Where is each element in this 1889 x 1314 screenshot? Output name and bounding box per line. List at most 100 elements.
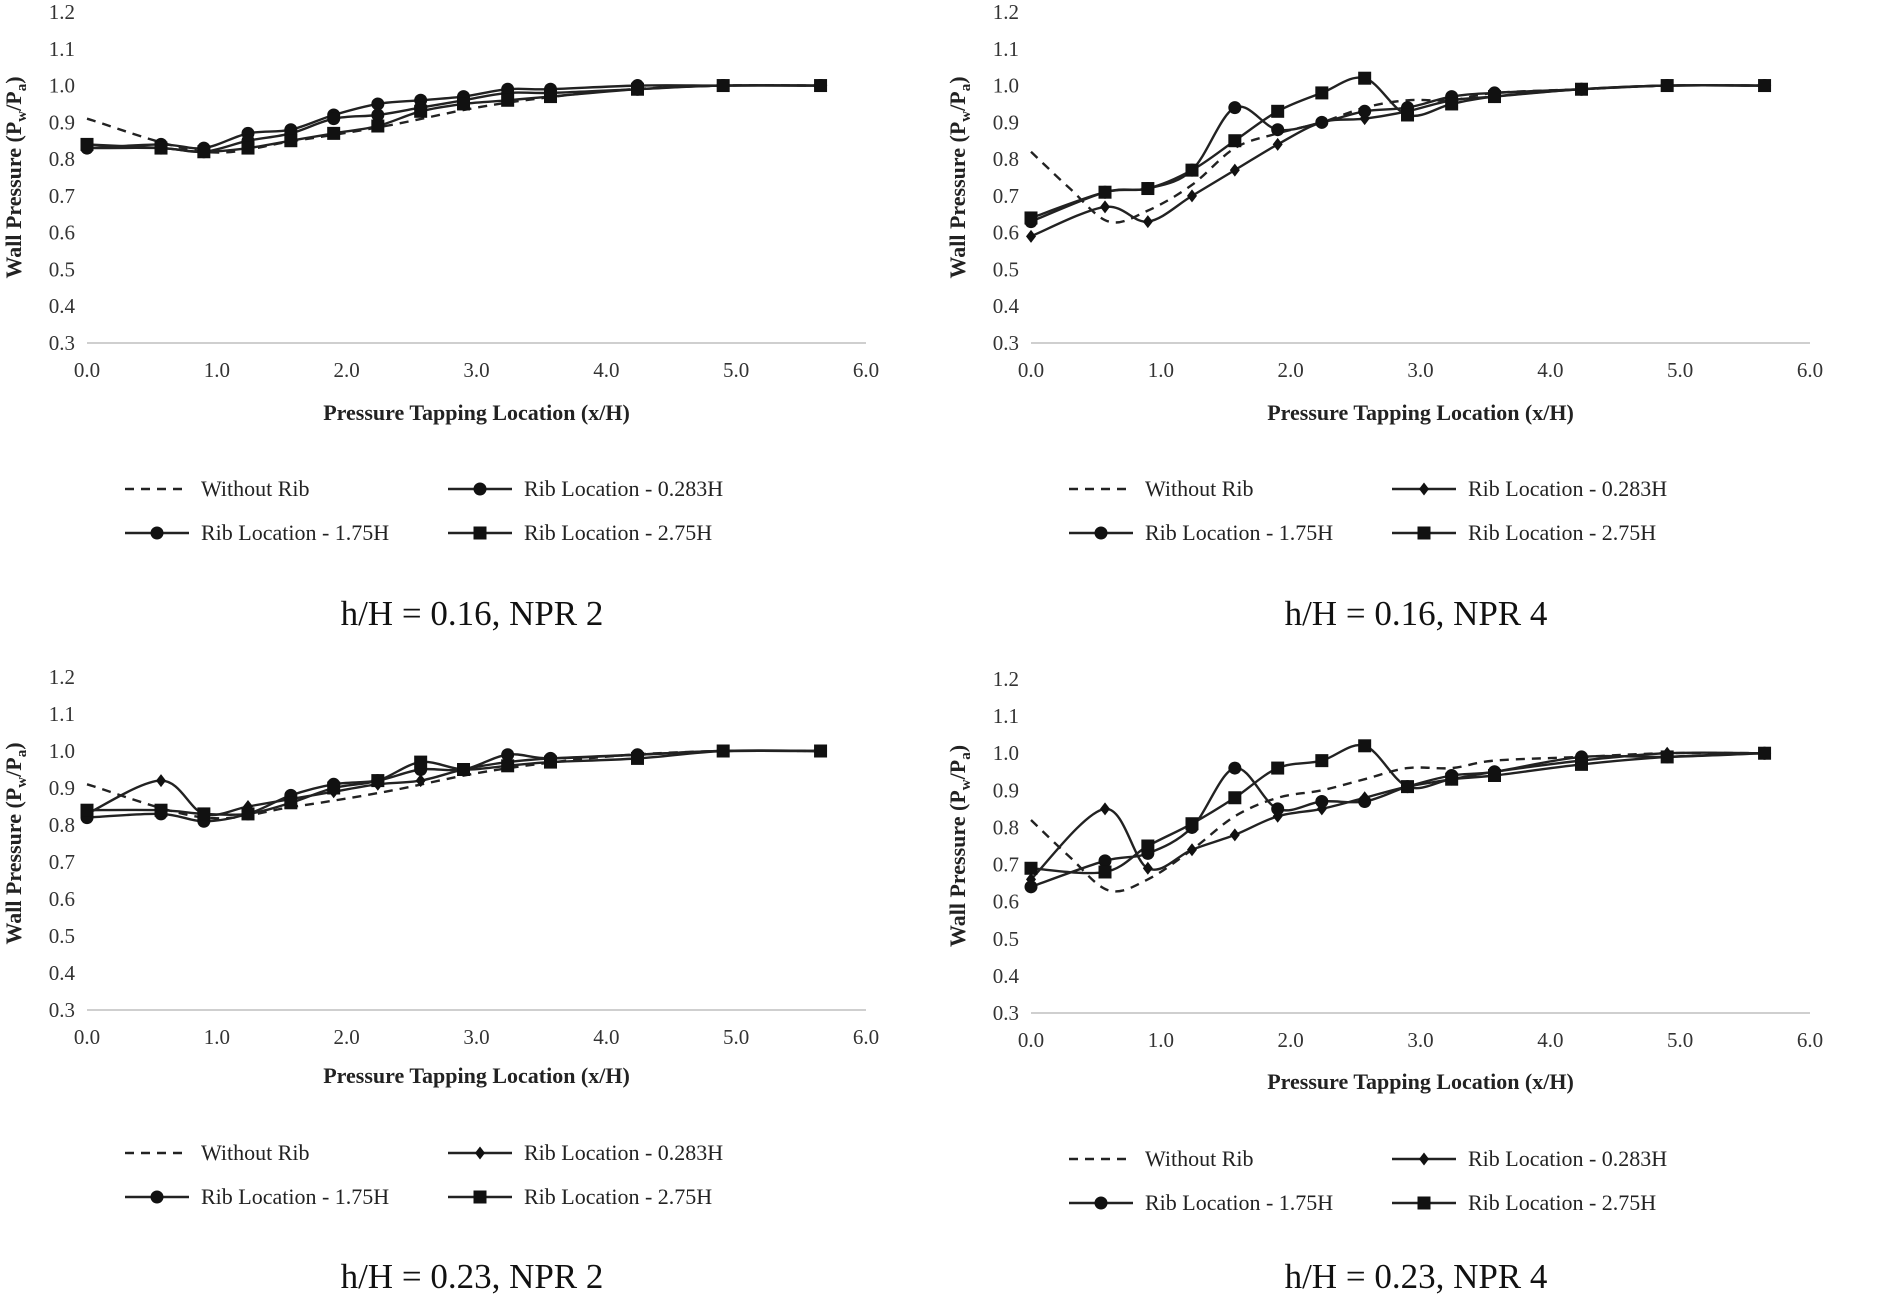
chart-4-point-rib-location-2-75h [1228, 791, 1242, 805]
chart-1-legend-label: Rib Location - 0.283H [524, 476, 723, 501]
chart-2-x-axis-title: Pressure Tapping Location (x/H) [1267, 400, 1574, 425]
chart-2-point-rib-location-0-283h [1026, 229, 1036, 243]
chart-1-y-tick-label: 1.2 [49, 0, 75, 24]
chart-1-point-rib-location-0-283h [371, 97, 385, 111]
chart-2-point-rib-location-0-283h [1142, 215, 1153, 229]
chart-2-point-rib-location-2-75h [1185, 163, 1199, 177]
chart-panel-2: 0.3 0.4 0.5 0.6 0.7 0.8 0.9 1.0 1.1 1.2 0.0 1.0 2.0 3… [944, 0, 1888, 657]
chart-panel-4: 0.3 0.4 0.5 0.6 0.7 0.8 0.9 1.0 1.1 1.2 0.0 1.0 2.0 3… [944, 657, 1888, 1314]
chart-1-x-tick-label: 5.0 [723, 358, 749, 382]
chart-2-line-without-rib [1030, 84, 1765, 224]
chart-3-y-tick-label: 0.6 [49, 887, 75, 911]
chart-4-point-rib-location-1-75h [1358, 794, 1372, 808]
chart-1-x-axis-title: Pressure Tapping Location (x/H) [323, 400, 630, 425]
chart-2-x-tick-label: 3.0 [1407, 358, 1433, 382]
chart-4-y-axis-title: Wall Pressure (Pw​/Pa​) [945, 745, 974, 947]
chart-2-y-tick-label: 0.8 [993, 147, 1019, 171]
chart-4-y-tick-label: 0.8 [993, 815, 1019, 839]
chart-3-legend-item-rib-location-0-283h: Rib Location - 0.283H [448, 1140, 723, 1165]
chart-1-point-rib-location-2-75h [371, 119, 385, 133]
chart-4-point-rib-location-0-283h [1229, 828, 1240, 842]
chart-1-point-rib-location-2-75h [814, 79, 828, 93]
chart-2-y-tick-label: 0.9 [993, 110, 1019, 134]
chart-4-y-tick-label: 0.7 [993, 853, 1019, 877]
chart-4-y-tick-label: 0.3 [993, 1001, 1019, 1025]
chart-4-line-rib-location-1-75h [1030, 752, 1765, 888]
chart-3-y-tick-label: 0.5 [49, 924, 75, 948]
chart-3-legend-item-without-rib: Without Rib [125, 1140, 310, 1165]
chart-3-x-tick-label: 0.0 [74, 1025, 100, 1049]
chart-2-legend-marker-rib-location-1-75h [1094, 526, 1108, 540]
chart-3-point-rib-location-1-75h [501, 748, 515, 762]
chart-4-x-tick-label: 3.0 [1407, 1028, 1433, 1052]
chart-2-point-rib-location-2-75h [1488, 90, 1502, 104]
chart-2-point-rib-location-2-75h [1401, 108, 1415, 122]
chart-3-legend-marker-rib-location-0-283h [475, 1146, 485, 1160]
chart-3-point-rib-location-2-75h [197, 807, 211, 821]
chart-1-point-rib-location-2-75h [154, 141, 168, 155]
chart-2-point-rib-location-2-75h [1315, 86, 1329, 100]
chart-4-caption: h/H = 0.23, NPR 4 [1284, 1257, 1548, 1296]
chart-4-point-rib-location-2-75h [1185, 817, 1199, 831]
chart-2-legend-label: Rib Location - 1.75H [1145, 520, 1333, 545]
chart-1-y-tick-label: 1.1 [49, 37, 75, 61]
chart-2-legend-label: Without Rib [1145, 476, 1254, 501]
chart-1-point-rib-location-2-75h [80, 137, 94, 151]
chart-2-line-rib-location-2-75h [1030, 76, 1765, 220]
chart-3-point-rib-location-2-75h [814, 744, 828, 758]
chart-3-y-tick-label: 0.3 [49, 998, 75, 1022]
chart-1-y-tick-label: 0.8 [49, 147, 75, 171]
chart-4-point-rib-location-2-75h [1574, 757, 1588, 771]
chart-2-point-rib-location-2-75h [1660, 79, 1674, 93]
chart-4-point-rib-location-0-283h [1026, 872, 1036, 886]
chart-4-legend-label: Rib Location - 1.75H [1145, 1190, 1333, 1215]
chart-2-point-rib-location-1-75h [1228, 101, 1242, 115]
chart-2-point-rib-location-2-75h [1141, 182, 1155, 196]
chart-3-point-rib-location-2-75h [716, 744, 730, 758]
chart-1-y-tick-label: 0.5 [49, 257, 75, 281]
chart-1-legend-label: Without Rib [201, 476, 310, 501]
chart-2-caption: h/H = 0.16, NPR 4 [1284, 594, 1548, 633]
chart-3-x-tick-label: 3.0 [463, 1025, 489, 1049]
chart-2-x-tick-label: 2.0 [1278, 358, 1304, 382]
chart-3-point-rib-location-2-75h [284, 796, 298, 810]
chart-2-y-tick-label: 1.2 [993, 0, 1019, 24]
chart-4-point-rib-location-2-75h [1315, 754, 1329, 768]
chart-3-point-rib-location-2-75h [241, 807, 255, 821]
chart-1-point-rib-location-2-75h [327, 126, 341, 140]
chart-3-line-rib-location-0-283h [86, 749, 821, 817]
chart-1-x-tick-label: 6.0 [853, 358, 879, 382]
chart-1-legend-item-rib-location-1-75h: Rib Location - 1.75H [125, 520, 389, 545]
chart-4-series-rib-location-2-75h [1024, 739, 1772, 879]
chart-1-line-rib-location-0-283h [86, 84, 821, 150]
chart-4-y-tick-label: 1.0 [993, 741, 1019, 765]
chart-2-legend-marker-rib-location-0-283h [1419, 482, 1429, 496]
chart-4-point-rib-location-2-75h [1488, 768, 1502, 782]
chart-2-svg: 0.3 0.4 0.5 0.6 0.7 0.8 0.9 1.0 1.1 1.2 0.0 1.0 2.0 3… [945, 0, 1823, 545]
chart-2-x-tick-label: 6.0 [1797, 358, 1823, 382]
chart-2-line-rib-location-1-75h [1030, 84, 1765, 223]
chart-4-x-tick-label: 6.0 [1797, 1028, 1823, 1052]
chart-4-x-axis-title: Pressure Tapping Location (x/H) [1267, 1069, 1574, 1094]
chart-2-legend-marker-rib-location-2-75h [1417, 526, 1431, 540]
chart-1-x-tick-label: 3.0 [463, 358, 489, 382]
chart-3-x-tick-label: 2.0 [334, 1025, 360, 1049]
chart-3-point-rib-location-2-75h [414, 755, 428, 769]
chart-3-series-rib-location-0-283h [82, 744, 826, 821]
chart-3-point-rib-location-2-75h [371, 774, 385, 788]
chart-2-legend-label: Rib Location - 2.75H [1468, 520, 1656, 545]
chart-4-legend-label: Rib Location - 0.283H [1468, 1146, 1667, 1171]
chart-2-legend-item-without-rib: Without Rib [1069, 476, 1254, 501]
chart-3-svg: 0.3 0.4 0.5 0.6 0.7 0.8 0.9 1.0 1.1 1.2 0.0 1.0 2.0 3… [1, 665, 879, 1209]
chart-4-point-rib-location-0-283h [1142, 861, 1153, 875]
chart-4-x-tick-label: 5.0 [1667, 1028, 1693, 1052]
chart-3-x-tick-label: 6.0 [853, 1025, 879, 1049]
chart-1-y-tick-label: 0.7 [49, 184, 75, 208]
chart-3-caption: h/H = 0.23, NPR 2 [340, 1257, 604, 1296]
chart-1-point-rib-location-2-75h [197, 145, 211, 159]
chart-1-y-tick-label: 0.9 [49, 110, 75, 134]
chart-1-series-rib-location-1-75h [80, 79, 828, 159]
chart-2-point-rib-location-2-75h [1098, 185, 1112, 199]
chart-1-y-tick-label: 1.0 [49, 74, 75, 98]
chart-4-point-rib-location-2-75h [1098, 865, 1112, 879]
